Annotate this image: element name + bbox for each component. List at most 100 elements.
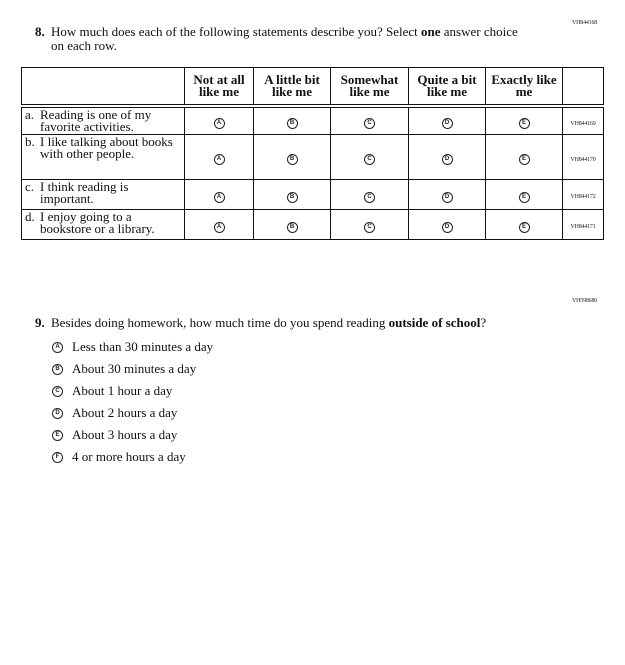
option-label: About 2 hours a day — [72, 405, 178, 420]
answer-cell: B — [253, 208, 331, 240]
answer-option[interactable]: E About 3 hours a day — [52, 427, 177, 443]
row-id-cell: VH844172 — [562, 178, 604, 210]
question-text: How much does each of the following stat… — [51, 25, 531, 53]
statement-text: I think reading is important. — [40, 178, 129, 206]
answer-bubble-a[interactable]: A — [52, 341, 63, 353]
answer-cell: E — [485, 208, 563, 240]
row-letter: c. — [25, 178, 35, 194]
question-emphasis: one — [421, 24, 441, 39]
question-emphasis: outside of school — [388, 315, 481, 330]
answer-bubble-a[interactable]: A — [213, 221, 225, 233]
question-9: 9. Besides doing homework, how much time… — [35, 316, 595, 332]
answer-cell: C — [330, 178, 409, 210]
item-id: VH598686 — [572, 298, 598, 304]
item-id: VH844169 — [570, 120, 596, 127]
row-letter: d. — [25, 208, 35, 224]
row-letter: a. — [25, 107, 35, 122]
answer-cell: B — [253, 133, 331, 180]
answer-bubble-c[interactable]: C — [364, 118, 375, 130]
header-blank — [562, 67, 604, 107]
item-id: VH844172 — [570, 194, 596, 200]
answer-cell: C — [330, 133, 409, 180]
column-header: A little bit like me — [253, 67, 331, 107]
answer-bubble-e[interactable]: E — [518, 191, 530, 203]
statement-text: I like talking about books with other pe… — [40, 133, 173, 161]
item-id: VH844168 — [572, 20, 598, 26]
answer-bubble-c[interactable]: C — [364, 191, 375, 203]
row-id-cell: VH844170 — [562, 133, 604, 180]
answer-bubble-d[interactable]: D — [441, 118, 453, 130]
answer-cell: E — [485, 133, 563, 180]
answer-bubble-e[interactable]: E — [518, 154, 530, 165]
question-8: 8. How much does each of the following s… — [35, 25, 535, 55]
answer-bubble-b[interactable]: B — [52, 363, 63, 375]
answer-cell: D — [408, 208, 486, 240]
item-id: VH844171 — [570, 224, 596, 230]
table-header-row: Not at all like me A little bit like me … — [21, 67, 604, 107]
answer-option[interactable]: D About 2 hours a day — [52, 405, 177, 421]
option-label: About 3 hours a day — [72, 427, 178, 442]
question-number: 9. — [35, 315, 45, 330]
answer-cell: D — [408, 133, 486, 180]
table-row: b. I like talking about books with other … — [21, 133, 604, 180]
answer-bubble-f[interactable]: F — [52, 451, 63, 463]
statement-text: Reading is one of my favorite activities… — [40, 107, 152, 134]
table-row: a. Reading is one of my favorite activiti… — [21, 105, 604, 135]
answer-cell: C — [330, 208, 409, 240]
answer-cell: A — [184, 208, 254, 240]
statement-cell: d. I enjoy going to a bookstore or a libr… — [21, 208, 185, 240]
answer-cell: D — [408, 105, 486, 135]
table-row: c. I think reading is important. A B C D E VH84… — [21, 178, 604, 210]
answer-cell: B — [253, 178, 331, 210]
row-id-cell: VH844171 — [562, 208, 604, 240]
question-text-part: answer choice on each row. — [51, 24, 518, 53]
answer-bubble-c[interactable]: C — [364, 221, 375, 233]
answer-cell: B — [253, 105, 331, 135]
answer-bubble-a[interactable]: A — [213, 154, 225, 165]
option-label: 4 or more hours a day — [72, 449, 186, 464]
statement-cell: b. I like talking about books with other … — [21, 133, 185, 180]
statement-cell: a. Reading is one of my favorite activiti… — [21, 105, 185, 135]
statement-text: I enjoy going to a bookstore or a librar… — [40, 208, 155, 236]
answer-bubble-d[interactable]: D — [441, 221, 453, 233]
answer-bubble-e[interactable]: E — [518, 118, 530, 130]
answer-bubble-c[interactable]: C — [52, 385, 63, 397]
answer-cell: A — [184, 133, 254, 180]
option-label: Less than 30 minutes a day — [72, 339, 214, 354]
column-header: Not at all like me — [184, 67, 254, 107]
answer-bubble-e[interactable]: E — [518, 221, 530, 233]
answer-bubble-b[interactable]: B — [286, 154, 298, 165]
answer-bubble-d[interactable]: D — [441, 154, 453, 165]
table-row: d. I enjoy going to a bookstore or a libr… — [21, 208, 604, 240]
answer-cell: A — [184, 178, 254, 210]
answer-cell: E — [485, 105, 563, 135]
statement-cell: c. I think reading is important. — [21, 178, 185, 210]
answer-bubble-b[interactable]: B — [286, 221, 298, 233]
answer-option[interactable]: F 4 or more hours a day — [52, 449, 186, 465]
answer-cell: E — [485, 178, 563, 210]
answer-bubble-c[interactable]: C — [364, 154, 375, 165]
answer-bubble-e[interactable]: E — [52, 429, 63, 441]
answer-bubble-d[interactable]: D — [441, 191, 453, 203]
answer-bubble-b[interactable]: B — [286, 118, 298, 130]
option-label: About 1 hour a day — [72, 383, 173, 398]
likert-table: Not at all like me A little bit like me … — [21, 67, 604, 240]
answer-option[interactable]: A Less than 30 minutes a day — [52, 339, 213, 355]
column-header: Exactly like me — [485, 67, 563, 107]
answer-cell: A — [184, 105, 254, 135]
answer-bubble-a[interactable]: A — [213, 191, 225, 203]
question-text: Besides doing homework, how much time do… — [51, 316, 591, 330]
answer-option[interactable]: B About 30 minutes a day — [52, 361, 196, 377]
answer-bubble-d[interactable]: D — [52, 407, 63, 419]
item-id: VH844170 — [570, 156, 596, 163]
answer-bubble-b[interactable]: B — [286, 191, 298, 203]
question-text-part: ? — [480, 315, 487, 330]
row-letter: b. — [25, 133, 35, 149]
option-label: About 30 minutes a day — [72, 361, 197, 376]
answer-bubble-a[interactable]: A — [213, 118, 225, 130]
column-header: Somewhat like me — [330, 67, 409, 107]
header-blank — [21, 67, 185, 107]
question-number: 8. — [35, 24, 45, 39]
answer-option[interactable]: C About 1 hour a day — [52, 383, 172, 399]
